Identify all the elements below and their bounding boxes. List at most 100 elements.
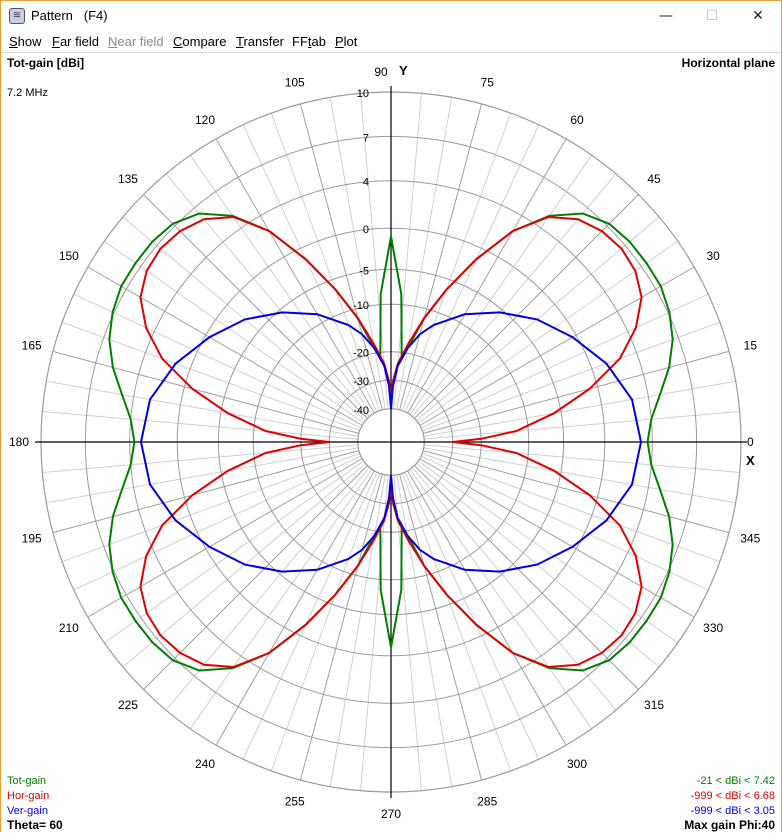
antenna-app-icon: ≋	[9, 8, 25, 24]
spoke-line	[419, 458, 695, 618]
angle-label: 195	[22, 531, 42, 545]
spoke-line	[401, 473, 512, 772]
spoke-line	[299, 103, 383, 411]
spoke-line	[61, 452, 360, 563]
frequency-label: 7.2 MHz	[7, 87, 48, 99]
menu-plot[interactable]: Plot	[335, 34, 358, 49]
spoke-line	[396, 474, 453, 787]
spoke-line	[189, 155, 373, 416]
menu-show[interactable]: Show	[9, 34, 42, 49]
menu-fftab[interactable]: FFtab	[292, 34, 326, 49]
polar-chart: 15 30 45 60 75 105 120 135 150 165 180 195 210 225 240…	[7, 56, 776, 832]
spoke-line	[417, 240, 678, 424]
angle-label: 150	[59, 249, 79, 263]
spoke-line	[73, 293, 362, 429]
spoke-line	[422, 450, 730, 534]
spoke-line	[87, 458, 363, 618]
angle-label: 120	[195, 113, 215, 127]
menu-near-field[interactable]: Near field	[108, 34, 164, 49]
max-gain-label: Max gain Phi:40	[684, 818, 775, 832]
radial-label: 0	[363, 224, 369, 236]
minimize-icon[interactable]: —	[659, 8, 673, 24]
spoke-line	[42, 444, 358, 474]
spoke-line	[270, 112, 381, 411]
radial-label: -5	[359, 265, 369, 277]
spoke-line	[409, 155, 593, 416]
angle-label: 0	[747, 435, 754, 449]
spoke-line	[215, 138, 375, 414]
menu-bar: Show Far field Near field Compare Transf…	[1, 32, 781, 52]
angle-label: 60	[570, 113, 584, 127]
spoke-line	[242, 124, 378, 413]
spoke-line	[422, 321, 721, 432]
spoke-line	[424, 410, 740, 440]
menu-compare[interactable]: Compare	[173, 34, 227, 49]
close-icon[interactable]: ✕	[752, 8, 764, 24]
spoke-line	[329, 474, 386, 787]
spoke-line	[417, 460, 678, 644]
polar-grid	[35, 86, 747, 798]
angle-label: 285	[477, 794, 497, 808]
angle-label: 90	[374, 65, 388, 79]
plane-label: Horizontal plane	[682, 56, 776, 70]
radial-label: -30	[353, 376, 369, 388]
spoke-line	[359, 93, 389, 409]
spoke-line	[42, 410, 358, 440]
angle-label: 225	[118, 698, 138, 712]
spoke-line	[329, 97, 386, 410]
spoke-line	[393, 475, 423, 791]
angle-label: 345	[740, 531, 760, 545]
spoke-line	[104, 460, 365, 644]
spoke-line	[424, 444, 740, 474]
gain-unit-label: Tot-gain [dBi]	[7, 56, 84, 70]
spoke-line	[215, 470, 375, 746]
title-bar[interactable]: ≋ Pattern (F4) — ☐ ✕	[1, 1, 781, 31]
menu-far-field[interactable]: Far field	[52, 34, 99, 49]
angle-labels: 15 30 45 60 75 105 120 135 150 165 180 195 210 225 240…	[9, 65, 761, 821]
spoke-line	[46, 380, 359, 437]
series-line-hor-gain	[139, 215, 643, 669]
angle-label: 30	[706, 249, 720, 263]
legend-tot-gain: Tot-gain	[7, 775, 46, 787]
x-axis-label: X	[746, 453, 755, 468]
menu-transfer[interactable]: Transfer	[236, 34, 284, 49]
spoke-line	[409, 468, 593, 729]
angle-label: 75	[481, 76, 495, 90]
spoke-line	[242, 471, 378, 760]
angle-label: 270	[381, 807, 401, 821]
spoke-line	[399, 473, 483, 781]
spoke-line	[189, 468, 373, 729]
maximize-icon[interactable]: ☐	[705, 8, 719, 24]
y-axis-label: Y	[399, 63, 408, 78]
spoke-line	[420, 293, 709, 429]
spoke-line	[299, 473, 383, 781]
spoke-line	[422, 350, 730, 434]
polar-plot-area: 15 30 45 60 75 105 120 135 150 165 180 195 210 225 240…	[1, 52, 781, 832]
angle-label: 135	[118, 172, 138, 186]
spoke-line	[422, 452, 721, 563]
radial-label: 10	[357, 88, 369, 100]
spoke-line	[420, 455, 709, 591]
spoke-line	[52, 350, 360, 434]
spoke-line	[52, 450, 360, 534]
radial-labels: 10 7 4 0 -5 -10 -20 -30 -40	[353, 88, 369, 417]
radial-label: -20	[353, 348, 369, 360]
spoke-line	[404, 124, 540, 413]
spoke-line	[359, 475, 389, 791]
spoke-line	[407, 470, 567, 746]
radial-label: -40	[353, 405, 369, 417]
window-title: Pattern (F4)	[31, 8, 108, 23]
angle-label: 165	[22, 339, 42, 353]
spoke-line	[46, 447, 359, 504]
angle-label: 330	[703, 621, 723, 635]
spoke-line	[423, 380, 736, 437]
angle-label: 15	[744, 339, 758, 353]
spoke-line	[104, 240, 365, 424]
angle-label: 180	[9, 435, 29, 449]
series-line-ver-gain	[139, 311, 643, 573]
angle-label: 240	[195, 757, 215, 771]
legend-hor-gain: Hor-gain	[7, 790, 49, 802]
legend-ver-range: -999 < dBi < 3.05	[691, 805, 775, 817]
spoke-line	[396, 97, 453, 410]
